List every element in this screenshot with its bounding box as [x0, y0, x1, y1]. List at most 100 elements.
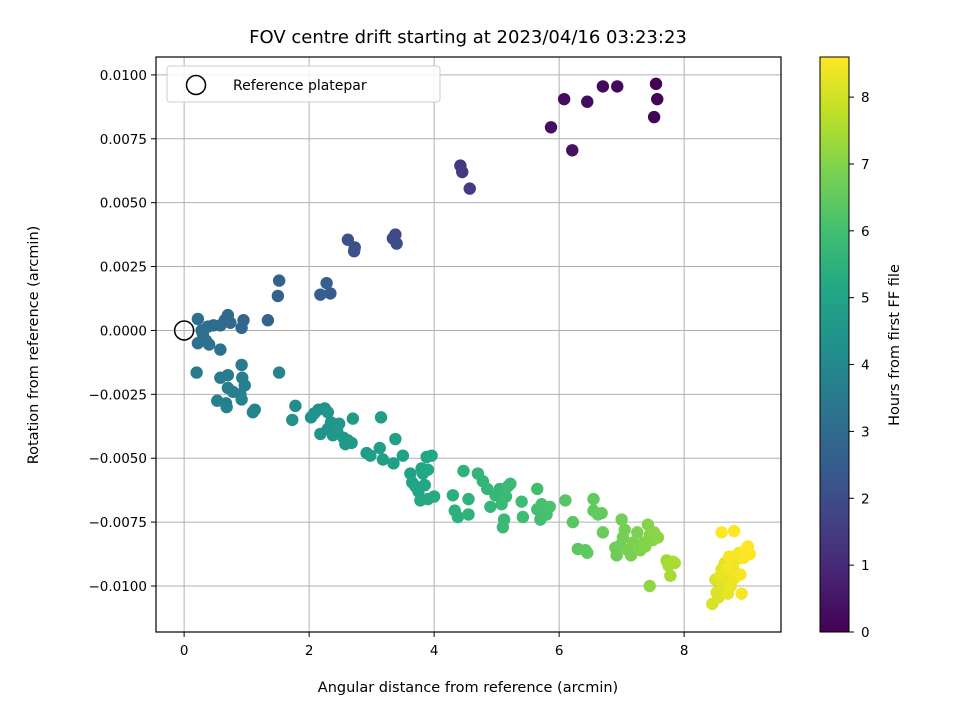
- data-point: [735, 587, 748, 600]
- data-point: [463, 182, 476, 195]
- data-point: [595, 506, 608, 520]
- data-point: [734, 568, 747, 581]
- data-point: [235, 321, 248, 335]
- data-point: [668, 556, 681, 570]
- x-tick-label: 2: [305, 643, 314, 659]
- data-point: [462, 508, 475, 521]
- data-point: [615, 513, 628, 526]
- data-point: [314, 288, 327, 301]
- data-point: [345, 436, 358, 450]
- x-axis-label: Angular distance from reference (arcmin): [318, 680, 618, 696]
- data-point: [387, 457, 400, 470]
- data-point: [559, 494, 572, 507]
- data-point: [462, 492, 475, 506]
- data-point: [557, 92, 571, 106]
- y-tick-label: −0.0075: [88, 515, 147, 531]
- plot-frame: [155, 56, 782, 633]
- data-point: [651, 531, 665, 544]
- data-point: [544, 121, 558, 134]
- data-point: [712, 591, 725, 604]
- data-point: [425, 449, 438, 462]
- data-point: [566, 144, 579, 157]
- data-point: [324, 287, 337, 300]
- y-tick-label: −0.0050: [88, 451, 147, 467]
- data-point: [347, 245, 361, 258]
- data-point: [446, 489, 460, 502]
- data-point: [618, 523, 631, 536]
- data-point: [373, 441, 386, 455]
- legend: Reference platepar: [166, 65, 441, 103]
- data-point: [427, 490, 441, 503]
- data-point: [504, 477, 517, 490]
- data-point: [581, 546, 594, 559]
- data-point: [649, 77, 663, 91]
- data-points: [190, 77, 756, 611]
- data-point: [221, 368, 235, 382]
- data-point: [727, 524, 741, 538]
- y-axis-label: Rotation from reference (arcmin): [26, 226, 42, 465]
- data-point: [499, 490, 513, 503]
- data-point: [421, 463, 435, 476]
- data-point: [235, 358, 248, 372]
- data-point: [272, 274, 286, 287]
- colorbar: 0 1 2 3 4 5 6 7 8 Hours from first FF file: [819, 56, 903, 641]
- data-point: [390, 237, 403, 250]
- data-point: [271, 289, 285, 303]
- y-tick-label: 0.0025: [100, 260, 147, 276]
- colorbar-label: Hours from first FF file: [887, 264, 903, 426]
- data-point: [418, 478, 431, 492]
- colorbar-gradient: [819, 56, 850, 633]
- data-point: [631, 526, 644, 539]
- data-point: [664, 569, 677, 582]
- data-point: [286, 413, 299, 427]
- data-point: [214, 343, 227, 356]
- x-tick-label: 0: [180, 643, 189, 659]
- data-point: [610, 549, 623, 562]
- data-point: [202, 338, 216, 351]
- colorbar-tick-label: 3: [861, 424, 870, 440]
- data-point: [643, 579, 656, 593]
- data-point: [587, 492, 600, 506]
- data-point: [611, 80, 624, 93]
- data-point: [651, 92, 664, 106]
- data-point: [581, 95, 594, 108]
- data-point: [715, 526, 728, 539]
- data-point: [261, 314, 275, 327]
- y-axis-ticks: −0.0100 −0.0075 −0.0050 −0.0025 0.0000 0.0025…: [88, 68, 156, 595]
- colorbar-tick-label: 5: [861, 291, 870, 307]
- data-point: [289, 399, 302, 413]
- data-point: [376, 453, 390, 466]
- data-point: [596, 526, 610, 539]
- data-point: [346, 412, 360, 425]
- x-tick-label: 8: [680, 643, 689, 659]
- x-axis-ticks: 0 2 4 6 8: [180, 632, 689, 659]
- colorbar-tick-label: 8: [861, 90, 870, 106]
- colorbar-tick-label: 4: [861, 358, 870, 374]
- data-point: [566, 515, 580, 529]
- data-point: [484, 500, 497, 513]
- data-point: [626, 536, 640, 549]
- colorbar-tick-label: 2: [861, 491, 870, 507]
- legend-marker-reference: [185, 74, 207, 96]
- data-point: [722, 550, 736, 563]
- colorbar-tick-label: 0: [861, 625, 870, 641]
- data-point: [596, 80, 610, 93]
- reference-platepar-marker: [173, 320, 195, 341]
- y-tick-label: 0.0075: [100, 132, 147, 148]
- data-point: [624, 549, 638, 562]
- colorbar-tick-label: 6: [861, 224, 870, 240]
- data-point: [515, 495, 528, 508]
- data-point: [320, 276, 333, 290]
- data-point: [191, 312, 205, 326]
- y-tick-label: 0.0000: [100, 323, 147, 339]
- y-tick-label: −0.0025: [88, 387, 147, 403]
- data-point: [457, 464, 470, 478]
- legend-label-reference-platepar: Reference platepar: [233, 78, 367, 94]
- data-point: [220, 400, 233, 414]
- data-point: [321, 406, 335, 419]
- grid-lines: [156, 57, 781, 632]
- data-point: [341, 233, 355, 246]
- data-point: [190, 366, 203, 379]
- data-point: [456, 165, 469, 179]
